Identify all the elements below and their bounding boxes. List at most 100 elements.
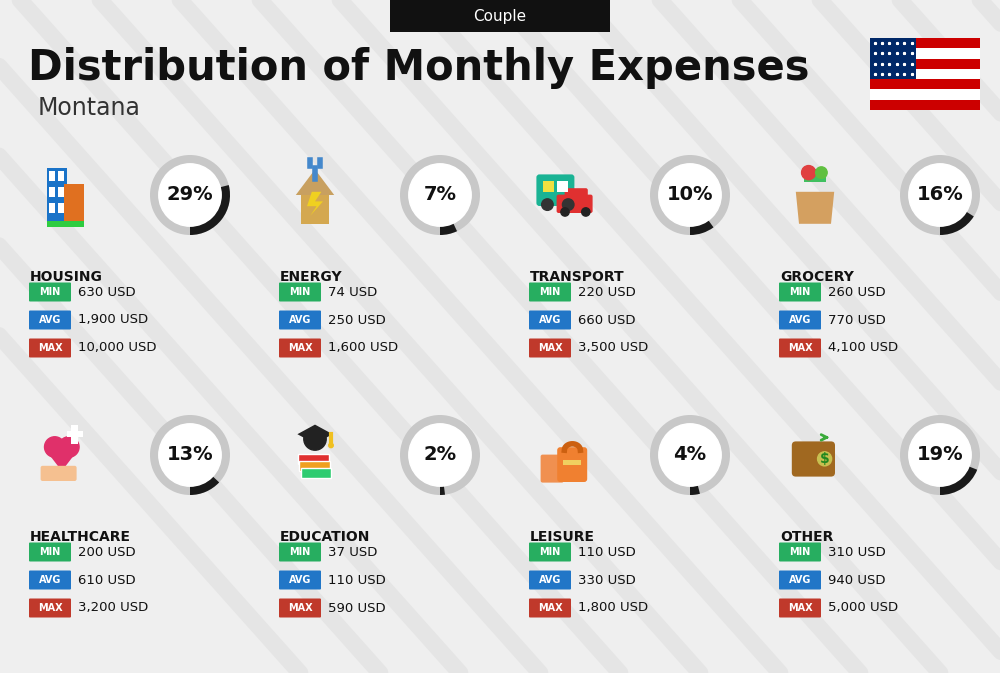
Text: MAX: MAX — [38, 343, 62, 353]
FancyBboxPatch shape — [541, 454, 564, 483]
Text: 260 USD: 260 USD — [828, 285, 886, 299]
Wedge shape — [190, 185, 230, 235]
FancyBboxPatch shape — [870, 59, 980, 69]
Wedge shape — [190, 476, 219, 495]
Text: 200 USD: 200 USD — [78, 546, 136, 559]
Circle shape — [659, 424, 721, 486]
Wedge shape — [650, 415, 730, 495]
Wedge shape — [940, 466, 977, 495]
Wedge shape — [150, 155, 230, 235]
Wedge shape — [690, 485, 700, 495]
Wedge shape — [690, 220, 714, 235]
Text: 3,200 USD: 3,200 USD — [78, 602, 148, 614]
Text: MIN: MIN — [789, 547, 811, 557]
Text: 610 USD: 610 USD — [78, 573, 136, 586]
Circle shape — [45, 437, 65, 457]
FancyBboxPatch shape — [301, 468, 331, 478]
FancyBboxPatch shape — [58, 171, 64, 180]
Circle shape — [59, 437, 79, 457]
FancyBboxPatch shape — [29, 310, 71, 330]
Wedge shape — [440, 223, 457, 235]
FancyBboxPatch shape — [870, 69, 980, 79]
Text: 940 USD: 940 USD — [828, 573, 886, 586]
FancyBboxPatch shape — [67, 431, 83, 437]
Text: EDUCATION: EDUCATION — [280, 530, 370, 544]
Circle shape — [409, 424, 471, 486]
Text: MIN: MIN — [539, 287, 561, 297]
Wedge shape — [650, 155, 730, 235]
Circle shape — [582, 208, 590, 216]
Text: 1,900 USD: 1,900 USD — [78, 314, 148, 326]
Circle shape — [818, 452, 832, 466]
Circle shape — [659, 164, 721, 226]
Circle shape — [816, 167, 827, 178]
Text: 37 USD: 37 USD — [328, 546, 377, 559]
Text: MAX: MAX — [788, 603, 812, 613]
FancyBboxPatch shape — [279, 571, 321, 590]
Text: AVG: AVG — [539, 575, 561, 585]
FancyBboxPatch shape — [279, 339, 321, 357]
FancyBboxPatch shape — [870, 38, 916, 79]
FancyBboxPatch shape — [529, 542, 571, 561]
Text: 660 USD: 660 USD — [578, 314, 636, 326]
Text: MAX: MAX — [288, 603, 312, 613]
Text: 310 USD: 310 USD — [828, 546, 886, 559]
FancyBboxPatch shape — [779, 542, 821, 561]
FancyBboxPatch shape — [49, 187, 55, 197]
Text: 110 USD: 110 USD — [578, 546, 636, 559]
Text: 5,000 USD: 5,000 USD — [828, 602, 898, 614]
FancyBboxPatch shape — [870, 90, 980, 100]
Text: 7%: 7% — [424, 186, 456, 205]
FancyBboxPatch shape — [870, 100, 980, 110]
FancyBboxPatch shape — [29, 598, 71, 618]
Wedge shape — [150, 415, 230, 495]
Text: 630 USD: 630 USD — [78, 285, 136, 299]
Polygon shape — [307, 192, 323, 216]
Text: AVG: AVG — [39, 315, 61, 325]
Wedge shape — [440, 486, 445, 495]
Text: 74 USD: 74 USD — [328, 285, 377, 299]
Wedge shape — [940, 212, 974, 235]
FancyBboxPatch shape — [779, 310, 821, 330]
Text: AVG: AVG — [289, 315, 311, 325]
FancyBboxPatch shape — [41, 466, 77, 481]
Text: 19%: 19% — [917, 446, 963, 464]
FancyBboxPatch shape — [536, 174, 574, 206]
Circle shape — [329, 443, 333, 448]
Circle shape — [159, 164, 221, 226]
Text: LEISURE: LEISURE — [530, 530, 595, 544]
FancyBboxPatch shape — [529, 283, 571, 302]
FancyBboxPatch shape — [279, 542, 321, 561]
Text: MIN: MIN — [289, 287, 311, 297]
FancyBboxPatch shape — [543, 180, 554, 192]
Text: MAX: MAX — [288, 343, 312, 353]
Text: HOUSING: HOUSING — [30, 270, 103, 284]
FancyBboxPatch shape — [47, 221, 84, 227]
Text: 2%: 2% — [423, 446, 457, 464]
Text: 10%: 10% — [667, 186, 713, 205]
FancyBboxPatch shape — [29, 571, 71, 590]
Text: AVG: AVG — [289, 575, 311, 585]
Text: MIN: MIN — [289, 547, 311, 557]
Text: 110 USD: 110 USD — [328, 573, 386, 586]
FancyBboxPatch shape — [71, 425, 78, 444]
FancyBboxPatch shape — [792, 441, 835, 476]
Text: Montana: Montana — [38, 96, 141, 120]
FancyBboxPatch shape — [557, 180, 568, 192]
FancyBboxPatch shape — [64, 184, 84, 222]
Text: 10,000 USD: 10,000 USD — [78, 341, 156, 355]
Text: 3,500 USD: 3,500 USD — [578, 341, 648, 355]
FancyBboxPatch shape — [529, 598, 571, 618]
Text: AVG: AVG — [539, 315, 561, 325]
FancyBboxPatch shape — [298, 454, 329, 464]
Polygon shape — [296, 170, 334, 195]
Text: 770 USD: 770 USD — [828, 314, 886, 326]
FancyBboxPatch shape — [58, 203, 64, 213]
FancyBboxPatch shape — [779, 571, 821, 590]
Text: MIN: MIN — [39, 287, 61, 297]
FancyBboxPatch shape — [279, 310, 321, 330]
Text: MAX: MAX — [538, 603, 562, 613]
Circle shape — [909, 164, 971, 226]
Circle shape — [562, 199, 574, 211]
Text: MAX: MAX — [38, 603, 62, 613]
